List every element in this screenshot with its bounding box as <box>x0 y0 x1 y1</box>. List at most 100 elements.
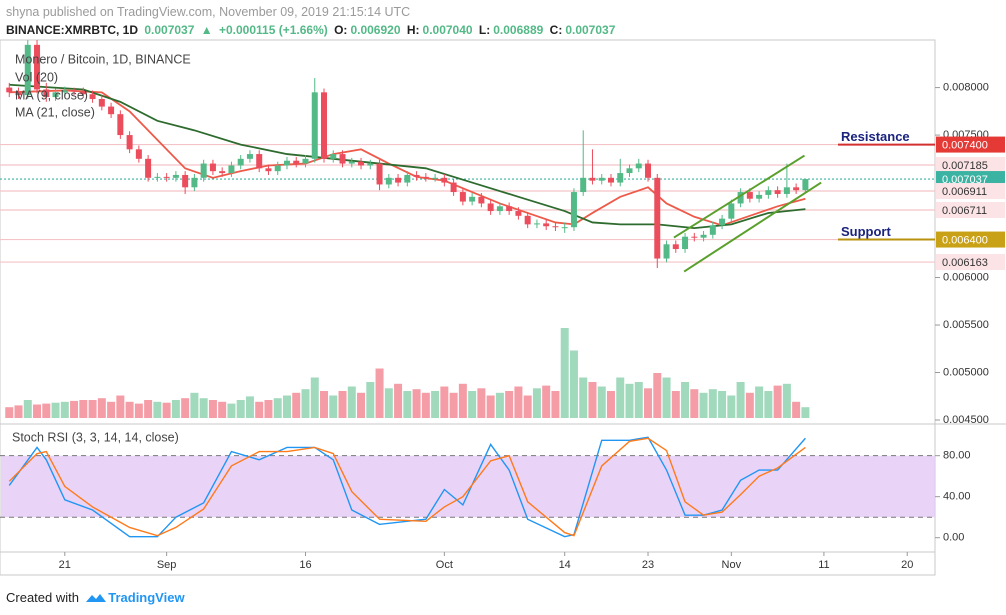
volume-bar <box>208 400 217 418</box>
x-tick-label: 14 <box>559 559 571 571</box>
quote: BINANCE:XMRBTC, 1D 0.007037 ▲ +0.000115 … <box>6 23 618 37</box>
volume-bar <box>357 392 366 418</box>
volume-bar <box>514 386 523 418</box>
volume-bar <box>718 391 727 418</box>
candle-body <box>256 154 263 169</box>
stoch-band <box>1 455 935 518</box>
ma-line <box>9 89 806 227</box>
candle-body <box>506 206 513 212</box>
volume-bar <box>421 392 430 418</box>
symbol: BINANCE:XMRBTC, 1D <box>6 23 138 37</box>
volume-bar <box>403 391 412 418</box>
trend-line <box>683 181 822 273</box>
candle-body <box>663 244 670 259</box>
candle-body <box>774 190 781 194</box>
x-tick-label: Nov <box>722 559 742 571</box>
volume-bar <box>116 395 125 418</box>
volume-bar <box>255 401 264 418</box>
x-tick-label: 16 <box>299 559 311 571</box>
volume-bar <box>801 407 810 418</box>
legend-entry: Vol (20) <box>15 70 58 84</box>
y-tick-label: 0.005000 <box>943 366 989 378</box>
candle-body <box>607 177 614 183</box>
candle-body <box>358 161 365 166</box>
c-label: C: <box>549 23 563 37</box>
candle-body <box>209 163 216 172</box>
pane-title: Stoch RSI (3, 3, 14, 14, close) <box>12 430 179 444</box>
candle-body <box>737 192 744 204</box>
volume-bar <box>755 386 764 418</box>
x-tick-label: 11 <box>818 559 829 571</box>
volume-bar <box>51 402 60 418</box>
candle-body <box>89 94 96 99</box>
level-label: 0.007400 <box>942 139 988 151</box>
volume-bar <box>569 350 578 418</box>
candle-body <box>487 203 494 212</box>
volume-bar <box>236 400 245 418</box>
volume-bar <box>477 388 486 418</box>
pane-title: Monero / Bitcoin, 1D, BINANCE <box>15 52 191 66</box>
candle-body <box>598 177 605 181</box>
volume-bar <box>347 386 356 418</box>
candle-body <box>719 218 726 226</box>
volume-bar <box>273 398 282 418</box>
volume-bar <box>699 392 708 418</box>
volume-bar <box>394 383 403 418</box>
volume-bar <box>606 391 615 418</box>
volume-bar <box>468 391 477 418</box>
footer-brand: TradingView <box>108 590 185 605</box>
h-label: H: <box>406 23 420 37</box>
volume-bar <box>690 389 699 418</box>
volume-bar <box>134 403 143 418</box>
level-label: 0.007185 <box>942 160 988 172</box>
volume-bar <box>579 377 588 418</box>
header: shyna published on TradingView.com, Nove… <box>0 0 1006 40</box>
candle-body <box>682 236 689 250</box>
volume-bar <box>366 382 375 418</box>
candle-body <box>709 225 716 235</box>
candle-body <box>283 160 290 166</box>
candle-body <box>43 89 50 98</box>
y-tick-label: 0.008000 <box>943 81 989 93</box>
candle-body <box>98 98 105 107</box>
volume-bar <box>264 400 273 418</box>
candle-body <box>246 154 253 159</box>
change: +0.000115 (+1.66%) <box>218 23 328 37</box>
volume-bar <box>245 396 254 418</box>
candle-body <box>237 158 244 166</box>
candle-body <box>589 177 596 181</box>
volume-bar <box>505 391 514 418</box>
volume-bar <box>736 382 745 418</box>
x-tick-label: Oct <box>436 559 453 571</box>
level-label: 0.007037 <box>942 174 988 186</box>
volume-bar <box>171 400 180 418</box>
level-label: 0.006911 <box>942 186 987 198</box>
candle-body <box>135 149 142 159</box>
candle-body <box>339 154 346 164</box>
candle-body <box>645 163 652 178</box>
candle-body <box>348 161 355 164</box>
candle-body <box>672 244 679 250</box>
volume-bar <box>681 382 690 418</box>
candle-body <box>524 215 531 225</box>
y-tick-label: 80.00 <box>943 450 971 462</box>
y-tick-label: 0.00 <box>943 532 964 544</box>
volume-bar <box>153 401 162 418</box>
y-tick-label: 0.006000 <box>943 271 989 283</box>
candle-body <box>80 91 87 95</box>
volume-bar <box>292 392 301 418</box>
x-tick-label: 20 <box>901 559 913 571</box>
candle-body <box>561 227 568 229</box>
volume-bar <box>227 403 236 418</box>
x-tick-label: 23 <box>642 559 654 571</box>
candle-body <box>441 177 448 183</box>
stoch-line <box>8 436 806 538</box>
candle-body <box>765 190 772 195</box>
candle-body <box>24 44 31 96</box>
volume-bar <box>644 388 653 418</box>
volume-bar <box>523 395 532 418</box>
candle-body <box>385 177 392 185</box>
volume-bar <box>384 388 393 418</box>
candle-body <box>71 90 78 92</box>
